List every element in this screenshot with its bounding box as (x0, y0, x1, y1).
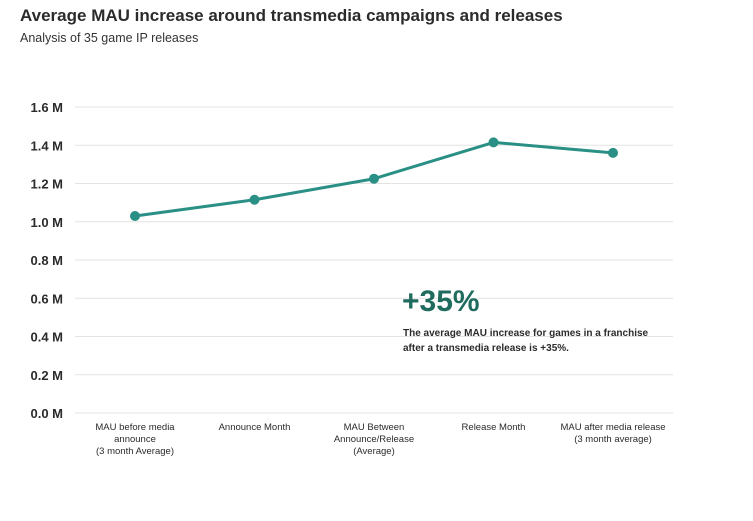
y-tick-label: 0.0 M (30, 406, 63, 421)
chart-subtitle: Analysis of 35 game IP releases (20, 31, 199, 45)
y-tick-label: 0.2 M (30, 368, 63, 383)
data-point (608, 147, 618, 158)
chart-title: Average MAU increase around transmedia c… (20, 6, 563, 25)
data-point (249, 194, 260, 205)
y-tick-label: 1.6 M (30, 100, 63, 115)
x-tick-label: Announce Month (219, 422, 291, 433)
x-tick-label: Release Month (462, 422, 526, 433)
x-tick-label: MAU after media release (3 month average) (560, 422, 665, 445)
y-tick-label: 0.8 M (30, 253, 63, 268)
x-tick-label: MAU Between Announce/Release (Average) (334, 422, 414, 457)
data-point (369, 173, 379, 184)
y-tick-label: 0.4 M (30, 330, 63, 345)
callout-value: +35% (402, 285, 480, 318)
callout-text: The average MAU increase for games in a … (403, 328, 649, 354)
y-tick-label: 0.6 M (30, 291, 63, 306)
y-tick-label: 1.0 M (30, 215, 63, 230)
data-point (488, 137, 499, 148)
x-tick-label: MAU before media announce (3 month Average… (95, 422, 175, 457)
y-tick-label: 1.4 M (30, 138, 63, 153)
y-tick-label: 1.2 M (30, 177, 63, 192)
data-point (130, 211, 140, 222)
